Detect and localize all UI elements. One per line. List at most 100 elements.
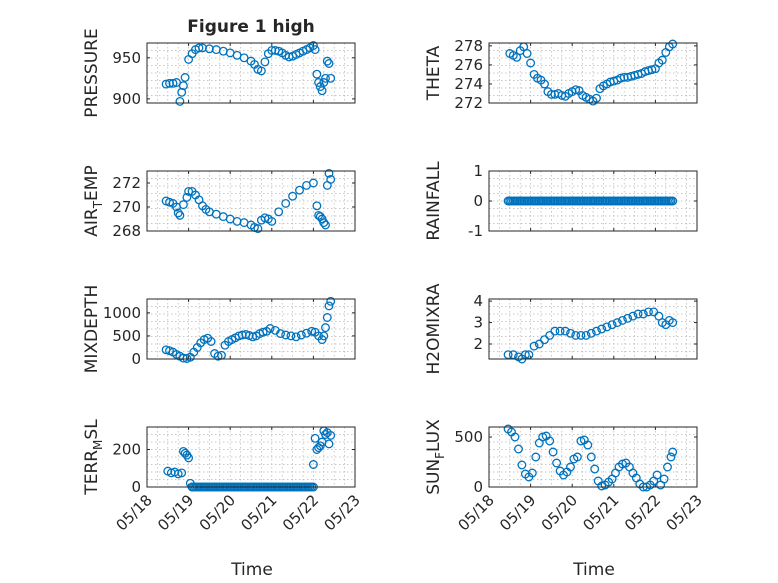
- data-point: [538, 432, 548, 442]
- y-tick-label: 268: [112, 222, 141, 240]
- data-point: [572, 452, 582, 462]
- data-point: [592, 326, 601, 336]
- y-tick-label: 276: [454, 56, 483, 74]
- data-point: [324, 439, 334, 449]
- y-axis-label: THETA: [424, 45, 444, 101]
- axes-frame: [146, 298, 356, 360]
- x-axis-label-left: Time: [230, 560, 273, 580]
- data-point: [566, 328, 575, 338]
- y-axis-label-part: T: [91, 200, 105, 209]
- data-point: [314, 78, 324, 87]
- data-point: [560, 326, 570, 336]
- y-axis-label: PRESSURE: [82, 28, 102, 117]
- data-point: [666, 452, 676, 462]
- y-axis-label: RAINFALL: [424, 161, 444, 241]
- y-tick-label: 270: [112, 198, 141, 216]
- data-point: [566, 462, 575, 472]
- axes-frame: [488, 42, 698, 104]
- y-tick-label: 1000: [103, 304, 141, 322]
- data-point: [550, 326, 560, 336]
- data-point: [647, 65, 657, 75]
- data-point: [514, 444, 523, 454]
- axes-frame: [488, 426, 698, 488]
- data-point: [531, 452, 541, 462]
- y-axis-label: TERRMSL: [82, 419, 105, 496]
- data-point: [295, 185, 304, 195]
- y-axis-label-part: SUN: [424, 459, 444, 495]
- y-tick-label: -1: [468, 222, 483, 240]
- data-point: [288, 191, 298, 201]
- data-point: [177, 468, 187, 478]
- data-point: [628, 311, 638, 321]
- data-point: [312, 69, 322, 79]
- y-axis-label-part: F: [433, 452, 447, 459]
- data-point: [592, 93, 601, 103]
- y-tick-label: 3: [473, 314, 483, 332]
- data-point: [178, 81, 188, 91]
- data-point: [607, 320, 617, 330]
- data-point: [659, 474, 669, 484]
- data-point: [308, 178, 318, 188]
- data-point: [322, 313, 332, 322]
- data-point: [182, 192, 192, 202]
- data-point: [321, 73, 330, 83]
- y-axis-label-part: M: [91, 440, 105, 450]
- y-tick-label: 0: [473, 478, 483, 496]
- data-point: [319, 218, 329, 228]
- data-point: [286, 331, 296, 341]
- data-point: [178, 200, 188, 210]
- data-point: [633, 309, 643, 319]
- data-point: [668, 196, 678, 206]
- data-point: [184, 453, 194, 463]
- y-tick-label: 900: [112, 90, 141, 108]
- y-tick-label: 2: [473, 335, 483, 353]
- data-point: [326, 430, 336, 440]
- data-point: [239, 53, 249, 63]
- data-point: [644, 307, 653, 317]
- axes-frame: [146, 170, 356, 232]
- data-point: [175, 210, 185, 220]
- data-point: [308, 460, 318, 469]
- data-point: [206, 337, 216, 346]
- data-point: [586, 328, 596, 338]
- data-point: [281, 198, 291, 208]
- data-point: [308, 41, 318, 50]
- data-point: [281, 330, 291, 340]
- data-point: [312, 201, 322, 211]
- data-point: [618, 315, 627, 325]
- data-point: [540, 335, 549, 345]
- y-axis-label: SUNFLUX: [424, 419, 447, 495]
- data-point: [540, 79, 549, 89]
- data-point: [652, 470, 662, 480]
- y-axis-label-part: LUX: [424, 419, 444, 452]
- data-point: [267, 216, 277, 226]
- data-point: [552, 458, 562, 468]
- data-point: [319, 78, 329, 87]
- data-point: [545, 436, 555, 446]
- axes-frame: [146, 426, 356, 488]
- x-axis-label-right: Time: [572, 560, 615, 580]
- data-point: [180, 73, 190, 82]
- data-point: [168, 78, 178, 88]
- y-axis-label-part: TERR: [82, 450, 102, 496]
- data-point: [324, 301, 334, 311]
- data-point: [623, 313, 633, 323]
- figure-title: Figure 1 high: [187, 17, 315, 37]
- data-point: [322, 56, 332, 66]
- data-point: [326, 296, 336, 306]
- y-tick-label: 0: [131, 350, 141, 368]
- data-point: [248, 332, 258, 342]
- data-point: [256, 66, 266, 76]
- panel-rainfall: -1 0 1 RAINFALL: [424, 161, 698, 241]
- data-point: [526, 58, 536, 68]
- axes-frame: [146, 42, 356, 104]
- data-point: [321, 323, 330, 333]
- y-axis-label: AIRTEMP: [82, 165, 105, 236]
- data-point: [258, 327, 268, 337]
- data-point: [545, 330, 555, 340]
- data-point: [324, 168, 334, 178]
- data-point: [548, 447, 558, 457]
